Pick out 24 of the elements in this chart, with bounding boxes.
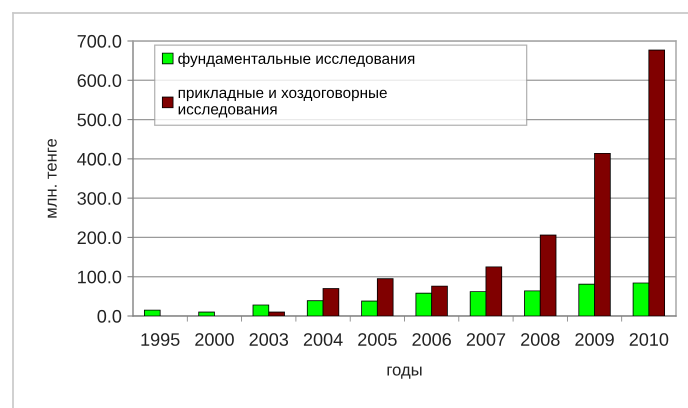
y-axis-title: млн. тенге (48, 138, 57, 218)
x-tick-label: 2009 (575, 333, 614, 346)
x-tick-label: 2000 (195, 333, 234, 346)
x-tick-label: 1995 (141, 333, 180, 346)
bar (198, 312, 215, 316)
y-tick-label: 500.0 (77, 114, 122, 126)
x-tick-label: 2007 (466, 333, 506, 346)
x-tick-label: 2003 (250, 333, 288, 346)
x-tick-label: 2006 (412, 333, 451, 346)
x-tick-label: 2004 (304, 333, 343, 346)
y-tick-label: 200.0 (78, 231, 122, 244)
y-tick-label: 0.0 (97, 310, 122, 323)
x-tick-label: 2010 (630, 333, 668, 346)
x-axis-title: годы (388, 366, 422, 379)
legend-label: фундаментальные исследования (178, 52, 414, 68)
y-tick-label: 400.0 (77, 152, 122, 166)
y-tick-label: 700.0 (78, 34, 122, 48)
legend-label: прикладные и хоздоговорные исследования (178, 90, 387, 118)
x-tick-label: 2005 (358, 333, 397, 346)
y-tick-label: 300.0 (77, 192, 122, 205)
y-tick-label: 100.0 (78, 270, 122, 284)
bar (144, 310, 161, 316)
y-tick-label: 600.0 (78, 74, 122, 88)
x-tick-label: 2008 (521, 333, 560, 346)
